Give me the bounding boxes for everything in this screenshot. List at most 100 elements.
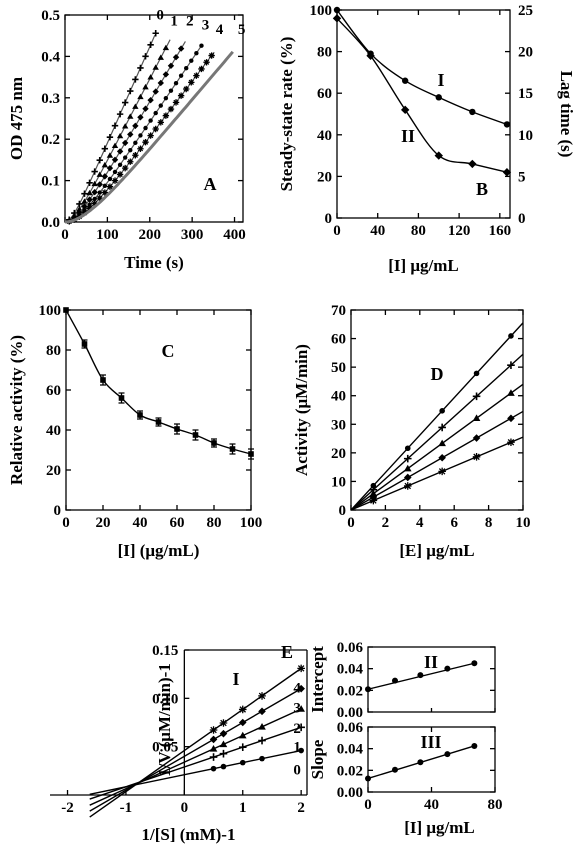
- panel-b-x-label: [I] μg/mL: [388, 256, 459, 275]
- panel-d-point: [507, 361, 515, 369]
- panel-e-point: [209, 745, 218, 752]
- panel-e-point: [238, 731, 247, 739]
- panel-d-point: [403, 464, 412, 472]
- panel-a-point-4: [208, 52, 215, 59]
- panel-d-frame: [350, 309, 524, 511]
- panel-e-series-label: I: [232, 669, 239, 689]
- panel-b-point-II: [502, 168, 512, 177]
- panel-e-y-tick-label: 0.05: [152, 740, 178, 756]
- panel-a-point-0: [101, 145, 109, 152]
- panel-e3-label: III: [420, 732, 441, 752]
- panel-a-y-tick-label: 0.2: [41, 132, 60, 148]
- panel-e2-point: [417, 672, 424, 679]
- panel-a-point-0: [111, 122, 119, 129]
- panel-a-point-0: [127, 87, 134, 95]
- panel-e-x-tick-label: -2: [61, 800, 74, 816]
- panel-d-point: [403, 473, 412, 482]
- panel-a-y-tick-label: 0.5: [41, 8, 60, 24]
- panel-c-x-tick-label: 20: [96, 515, 111, 531]
- panel-b-point-II: [366, 51, 375, 60]
- panel-b-y-tick-label: 0: [325, 211, 333, 227]
- panel-d-y-tick-label: 70: [331, 303, 346, 319]
- panel-a-point-0: [86, 179, 93, 186]
- panel-a-point-3: [97, 190, 102, 195]
- panel-d-point: [438, 453, 446, 462]
- panel-c-point: [174, 426, 180, 432]
- panel-a-point-4: [193, 72, 200, 79]
- panel-a-point-3: [122, 155, 128, 160]
- panel-a-point-4: [167, 105, 175, 113]
- panel-a-point-3: [138, 133, 143, 138]
- panel-a-point-2: [81, 203, 88, 210]
- panel-a-point-2: [116, 148, 124, 155]
- panel-e-fit-line: [89, 667, 302, 818]
- panel-b-series-label: II: [401, 126, 415, 146]
- panel-a-point-4: [152, 125, 159, 133]
- panel-a-point-0: [116, 110, 124, 118]
- panel-e-x-label: 1/[S] (mM)-1: [142, 825, 236, 844]
- panel-e-y-tick-label: 0.10: [152, 691, 178, 707]
- panel-e-point: [209, 753, 218, 761]
- panel-a-point-2: [177, 45, 185, 52]
- panel-a-curve-label: 5: [238, 22, 246, 38]
- panel-a-point-4: [198, 65, 205, 73]
- panel-e-point: [297, 684, 305, 693]
- panel-e2-y-tick-label: 0.06: [337, 640, 364, 656]
- panel-a-point-2: [132, 122, 139, 130]
- panel-a-point-3: [148, 118, 153, 123]
- panel-e2-label: II: [424, 652, 438, 672]
- panel-b-frame: [336, 9, 511, 219]
- panel-e3-x-tick-label: 0: [364, 797, 372, 813]
- panel-c-frame: [65, 309, 252, 511]
- panel-d-label: D: [431, 364, 444, 384]
- panel-a-point-1: [142, 83, 149, 90]
- panel-e2-point: [444, 665, 451, 672]
- panel-d-y-tick-label: 10: [331, 474, 346, 490]
- panel-a-point-2: [121, 139, 129, 147]
- panel-e-y-label: 1/V (μM/min)-1: [155, 663, 174, 777]
- panel-e-y-tick-label: 0.15: [152, 643, 178, 659]
- panel-b-y-tick-label: 60: [317, 86, 332, 102]
- panel-e3-point: [365, 775, 371, 782]
- panel-d-y-tick-label: 60: [331, 332, 346, 348]
- panel-d-point: [507, 438, 515, 447]
- panel-a-point-1: [91, 180, 98, 187]
- panel-a-point-4: [203, 59, 210, 66]
- panel-c-point: [100, 377, 106, 383]
- panel-a-point-4: [132, 152, 139, 159]
- panel-e3-y-tick-label: 0.02: [337, 763, 363, 779]
- panel-c-x-label: [I] (μg/mL): [118, 541, 200, 560]
- panel-d-fit-line: [350, 322, 524, 511]
- panel-e-fit-line: [89, 726, 302, 800]
- panel-d-point: [439, 408, 445, 414]
- panel-b-point-II: [434, 151, 443, 160]
- panel-e2-point: [391, 677, 398, 684]
- panel-b-y2-tick-label: 20: [518, 45, 533, 61]
- panel-e3-x-label: [I] μg/mL: [404, 818, 475, 837]
- panel-e-fit-line: [89, 688, 302, 812]
- panel-a-point-4: [137, 145, 144, 152]
- panel-e-point: [239, 759, 246, 766]
- panel-d-point: [507, 414, 515, 423]
- panel-a-point-1: [86, 189, 93, 196]
- panel-d-point: [403, 454, 412, 463]
- panel-e3-y-tick-label: 0.06: [337, 720, 364, 736]
- panel-c-x-tick-label: 80: [207, 515, 222, 531]
- panel-a-point-1: [101, 161, 109, 168]
- panel-a-point-2: [137, 114, 144, 121]
- panel-a-point-4: [127, 158, 134, 165]
- panel-d-y-tick-label: 0: [339, 503, 347, 519]
- panel-e-point: [219, 729, 228, 738]
- panel-e-point: [209, 735, 218, 744]
- panel-a-point-4: [142, 138, 149, 146]
- panel-e-label: E: [281, 642, 293, 662]
- panel-a-point-2: [147, 96, 154, 104]
- panel-e3-x-tick-label: 80: [488, 797, 503, 813]
- panel-a-point-4: [162, 112, 170, 119]
- panel-b-x-tick-label: 40: [370, 223, 385, 239]
- panel-a-x-tick-label: 100: [96, 227, 119, 243]
- panel-e-x-tick-label: -1: [120, 800, 133, 816]
- panel-a-point-3: [117, 162, 123, 167]
- panel-a-point-1: [116, 132, 124, 139]
